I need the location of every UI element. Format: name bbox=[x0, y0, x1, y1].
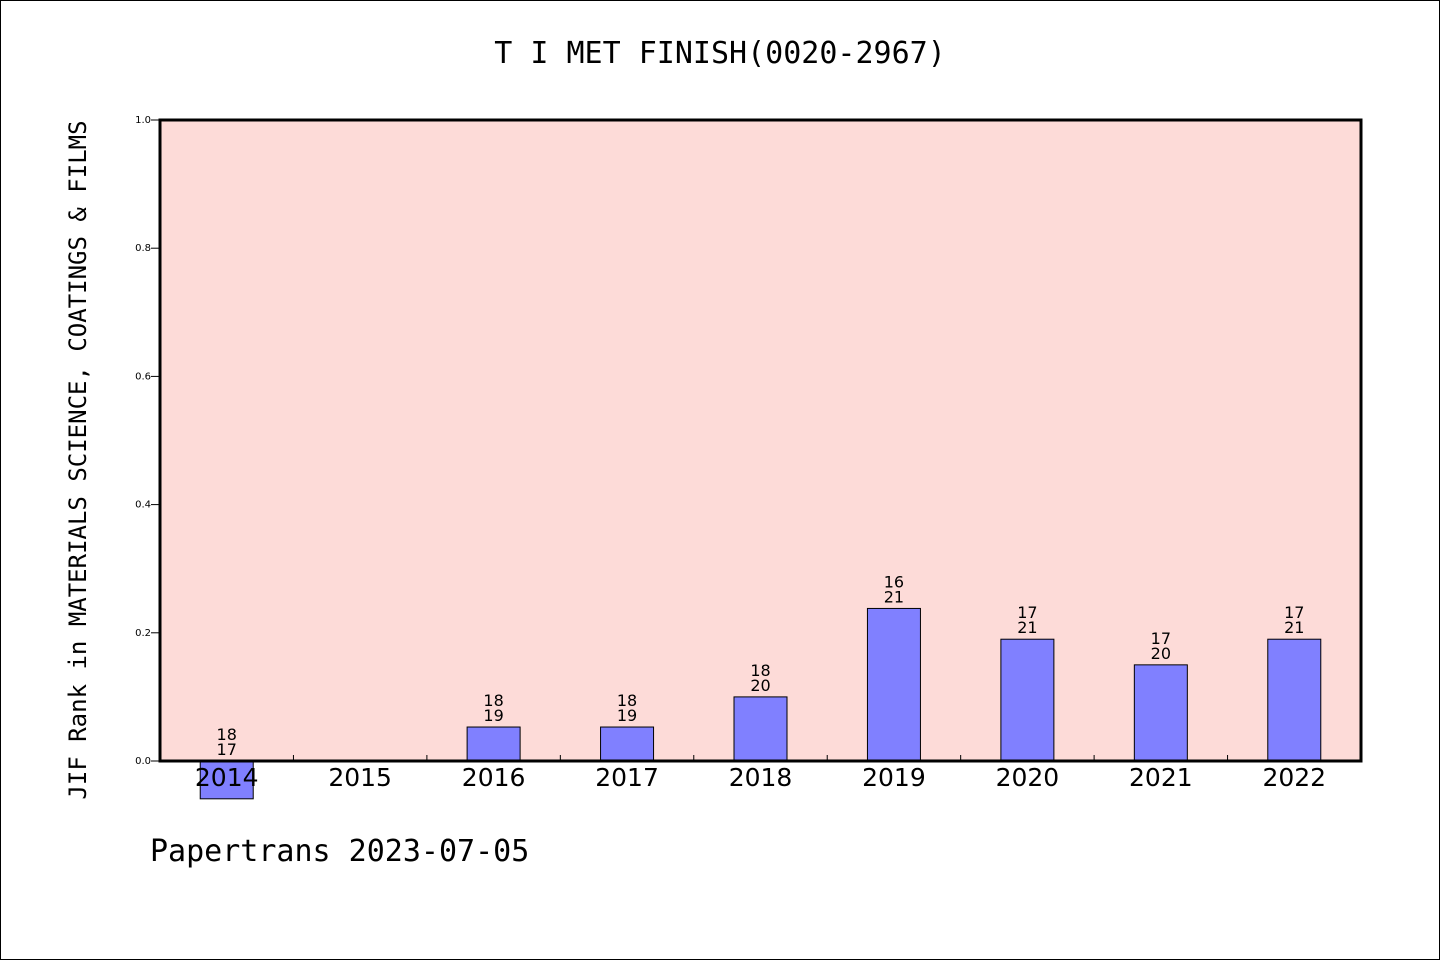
bar-label-bottom: 20 bbox=[1151, 644, 1171, 663]
plot-border bbox=[158, 118, 1363, 763]
y-tick-label: 1.0 bbox=[135, 115, 151, 126]
bar-label-bottom: 21 bbox=[1017, 618, 1037, 637]
x-tick-label: 2017 bbox=[595, 763, 659, 792]
x-tick-label: 2019 bbox=[862, 763, 926, 792]
x-tick-label: 2014 bbox=[195, 763, 259, 792]
bar-2018 bbox=[733, 696, 788, 762]
bar-label-top: 16 bbox=[884, 572, 904, 591]
x-tick-label: 2021 bbox=[1129, 763, 1193, 792]
bar-label-top: 18 bbox=[750, 661, 770, 680]
bar-2019 bbox=[866, 607, 921, 762]
y-tick-label: 0.2 bbox=[135, 628, 151, 639]
x-tick-label: 2016 bbox=[462, 763, 526, 792]
footer-credit: Papertrans 2023-07-05 bbox=[150, 834, 530, 869]
x-tick-label: 2015 bbox=[328, 763, 392, 792]
bar-2017 bbox=[600, 726, 655, 762]
y-tick-label: 0.8 bbox=[135, 243, 151, 254]
y-tick-label: 0.6 bbox=[135, 371, 151, 382]
chart-title: T I MET FINISH(0020-2967) bbox=[494, 36, 946, 71]
y-tick-label: 0.0 bbox=[135, 756, 151, 767]
bar-label-top: 17 bbox=[1151, 629, 1171, 648]
bar-label-top: 18 bbox=[483, 691, 503, 710]
bar-2021 bbox=[1133, 664, 1188, 762]
plot-area bbox=[160, 120, 1361, 761]
bar-label-bottom: 19 bbox=[617, 706, 637, 725]
bar-label-bottom: 21 bbox=[1284, 618, 1304, 637]
bar-label-top: 18 bbox=[217, 725, 237, 744]
x-tick-label: 2018 bbox=[729, 763, 793, 792]
y-tick-label: 0.4 bbox=[135, 500, 151, 511]
bar-2022 bbox=[1267, 638, 1322, 762]
bar-2016 bbox=[466, 726, 521, 762]
bar-label-bottom: 20 bbox=[750, 676, 770, 695]
x-tick-label: 2022 bbox=[1262, 763, 1326, 792]
bar-label-top: 17 bbox=[1284, 603, 1304, 622]
bar-label-bottom: 17 bbox=[217, 740, 237, 759]
x-tick-label: 2020 bbox=[996, 763, 1060, 792]
bar-label-bottom: 19 bbox=[483, 706, 503, 725]
bar-label-bottom: 21 bbox=[884, 587, 904, 606]
bar-2014 bbox=[199, 760, 254, 800]
bar-label-top: 18 bbox=[617, 691, 637, 710]
bar-label-top: 17 bbox=[1017, 603, 1037, 622]
bar-2020 bbox=[1000, 638, 1055, 762]
